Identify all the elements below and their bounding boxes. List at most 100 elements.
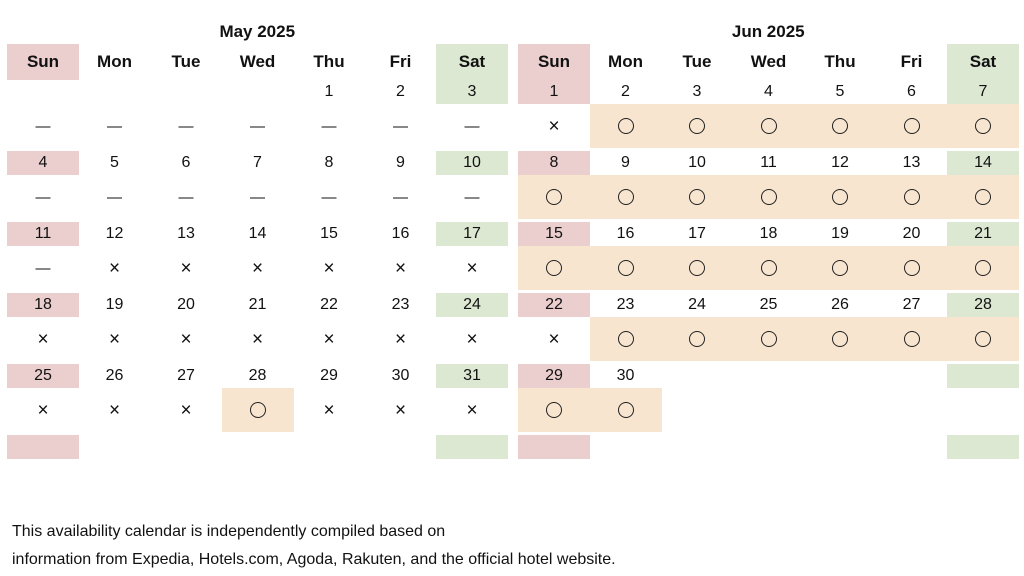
date-cell: 24 [688, 296, 706, 313]
empty-date-cell [804, 435, 876, 459]
cross-icon: × [323, 399, 335, 421]
date-cell: 11 [7, 222, 79, 246]
dash-icon: — [321, 188, 337, 206]
cross-icon: × [180, 257, 192, 279]
availability-available [221, 388, 294, 432]
circle-icon [760, 189, 777, 205]
dash-icon: — [250, 117, 265, 135]
circle-icon [760, 331, 777, 347]
empty-date-cell [293, 435, 365, 459]
circle-icon [546, 402, 562, 418]
date-cell: 14 [248, 225, 267, 242]
date-cell: 9 [621, 154, 630, 171]
date-cell: 2 [621, 83, 630, 100]
empty-date-cell [590, 435, 662, 459]
availability-unavailable: × [79, 246, 151, 290]
cross-icon: × [548, 328, 560, 350]
availability-none: — [222, 175, 294, 219]
empty-date-cell [733, 435, 805, 459]
circle-icon [617, 189, 634, 205]
cross-icon: × [37, 328, 49, 350]
circle-icon [903, 331, 920, 347]
cross-icon: × [548, 115, 560, 137]
date-cell: 12 [105, 225, 124, 242]
weekday-header-mon: Mon [608, 52, 643, 71]
dash-icon: — [178, 188, 194, 206]
date-cell: 16 [391, 225, 410, 242]
weekday-header-sun: Sun [7, 44, 79, 80]
date-cell: 11 [760, 154, 777, 171]
availability-unavailable: × [365, 388, 437, 432]
cross-icon: × [37, 399, 49, 421]
availability-available [947, 246, 1019, 290]
date-cell: 24 [436, 293, 508, 317]
empty-date-cell [947, 435, 1019, 459]
circle-icon [546, 260, 562, 276]
availability-unavailable: × [150, 246, 222, 290]
date-cell: 6 [181, 154, 191, 171]
availability-available [804, 317, 876, 361]
availability-available [732, 317, 805, 361]
circle-icon [689, 118, 705, 134]
availability-unavailable: × [222, 246, 294, 290]
cross-icon: × [466, 328, 478, 350]
empty-date-cell [518, 435, 590, 459]
date-cell: 27 [902, 296, 921, 313]
empty-date-cell [876, 364, 948, 388]
date-cell: 8 [324, 154, 334, 171]
footer-line-1: This availability calendar is independen… [12, 523, 446, 540]
date-cell: 3 [436, 80, 508, 104]
weekday-header-fri: Fri [389, 52, 412, 71]
date-cell: 23 [616, 296, 635, 313]
availability-available [875, 317, 948, 361]
circle-icon [617, 331, 634, 347]
date-cell: 20 [902, 225, 921, 242]
cross-icon: × [394, 399, 407, 421]
date-cell: 17 [436, 222, 508, 246]
cross-icon: × [466, 257, 478, 279]
dash-icon: — [321, 117, 337, 135]
availability-available [518, 246, 590, 290]
availability-none: — [436, 104, 508, 148]
date-cell: 5 [110, 154, 119, 171]
weekday-header-thu: Thu [313, 52, 345, 71]
empty-date-cell [436, 435, 508, 459]
weekday-header-wed: Wed [750, 52, 787, 71]
date-cell: 5 [835, 83, 845, 100]
circle-icon [975, 189, 991, 205]
availability-none: — [7, 246, 79, 290]
availability-available [875, 175, 948, 219]
cross-icon: × [108, 328, 121, 350]
date-cell: 26 [831, 296, 849, 313]
dash-icon: — [35, 259, 51, 277]
availability-available [661, 175, 733, 219]
availability-available [804, 104, 876, 148]
circle-icon [760, 260, 777, 276]
date-cell: 10 [688, 154, 706, 171]
availability-none: — [7, 104, 79, 148]
availability-available [732, 175, 805, 219]
availability-available [589, 317, 662, 361]
circle-icon [689, 331, 705, 347]
date-cell: 23 [391, 296, 410, 313]
availability-none: — [79, 175, 151, 219]
cross-icon: × [108, 399, 121, 421]
availability-none: — [79, 104, 151, 148]
availability-unavailable: × [150, 317, 222, 361]
availability-unavailable: × [79, 388, 151, 432]
date-cell: 4 [764, 83, 773, 100]
availability-available [518, 388, 590, 432]
cross-icon: × [323, 257, 335, 279]
cross-icon: × [251, 328, 264, 350]
availability-available [589, 104, 662, 148]
date-cell: 13 [902, 154, 921, 171]
availability-available [518, 175, 590, 219]
availability-available [661, 104, 733, 148]
date-cell: 9 [396, 154, 405, 171]
cross-icon: × [394, 328, 407, 350]
circle-icon [832, 260, 848, 276]
circle-icon [975, 331, 991, 347]
date-cell: 15 [518, 222, 590, 246]
date-cell: 14 [947, 151, 1019, 175]
date-cell: 25 [759, 296, 778, 313]
